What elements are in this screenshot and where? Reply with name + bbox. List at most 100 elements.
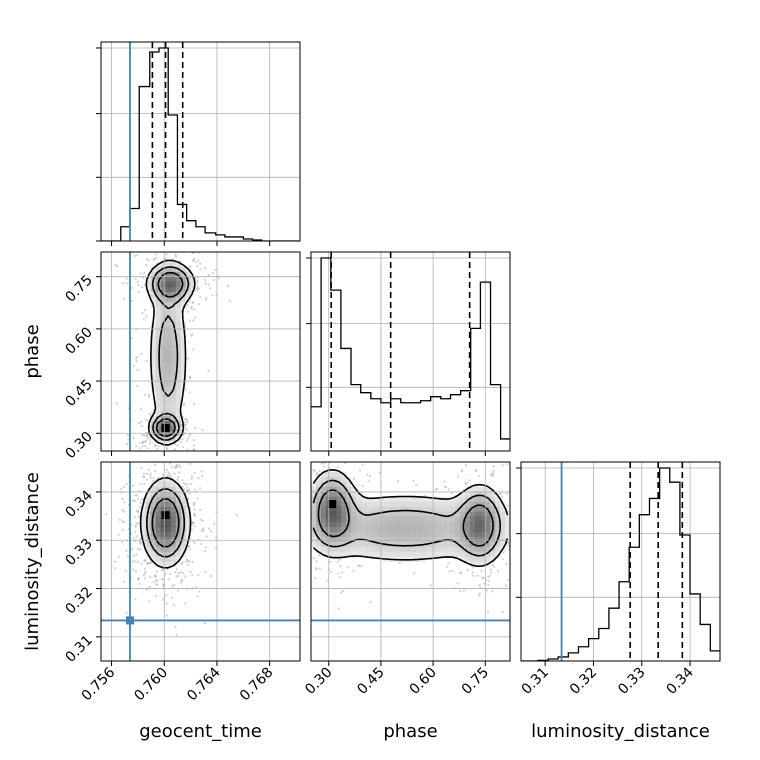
density-cell (440, 536, 446, 542)
sample-point (162, 598, 165, 601)
sample-point (139, 420, 142, 423)
sample-point (193, 488, 196, 491)
density-cell (155, 401, 162, 407)
density-cell (465, 526, 471, 533)
sample-point (141, 311, 144, 314)
density-cell (340, 486, 347, 493)
density-cell (175, 501, 181, 508)
density-cell (400, 526, 406, 533)
sample-point (300, 486, 302, 488)
sample-point (180, 562, 183, 566)
sample-point (294, 576, 296, 578)
sample-point (196, 264, 199, 267)
density-cell (350, 491, 357, 498)
density-cell (155, 426, 162, 432)
sample-point (306, 441, 308, 443)
sample-point (547, 518, 549, 520)
density-cell (155, 491, 162, 498)
density-cell (170, 316, 176, 323)
density-cell (465, 531, 471, 537)
density-cell (185, 521, 191, 528)
density-cell (425, 526, 431, 533)
x-tick-label: 0.30 (302, 665, 335, 698)
sample-point (334, 454, 336, 456)
density-cell (390, 496, 396, 503)
density-cell (490, 496, 496, 503)
density-cell (175, 346, 181, 352)
density-cell (165, 386, 172, 392)
sample-point (157, 476, 160, 479)
sample-point (315, 560, 318, 563)
density-cell (365, 541, 372, 547)
density-cell (435, 526, 441, 533)
density-cell (465, 511, 471, 518)
density-cell (140, 516, 147, 523)
density-cell (175, 291, 181, 298)
sample-point (176, 478, 179, 481)
sample-point (313, 469, 316, 472)
density-cell (385, 526, 391, 533)
sample-point (198, 287, 201, 290)
sample-point (186, 357, 189, 360)
sample-point (137, 577, 140, 580)
sample-point (185, 489, 189, 492)
sample-point (141, 441, 144, 444)
sample-point (466, 481, 470, 484)
sample-point (196, 285, 199, 288)
density-cell (175, 536, 181, 542)
density-cell (480, 486, 486, 493)
density-cell (340, 501, 347, 508)
density-cell (145, 501, 152, 508)
density-cell (370, 531, 377, 537)
density-cell (345, 551, 352, 557)
density-cell (490, 556, 496, 562)
density-cell (175, 261, 181, 268)
sample-point (209, 248, 211, 250)
density-cell (475, 551, 481, 557)
density-cell (311, 536, 317, 542)
sample-point (175, 255, 178, 258)
density-cell (480, 546, 486, 552)
sample-point (149, 576, 152, 579)
density-cell (150, 296, 157, 303)
density-cell (340, 511, 347, 518)
density-cell (495, 546, 501, 552)
density-cell (490, 501, 496, 508)
sample-point (456, 447, 458, 449)
sample-point (144, 618, 146, 620)
density-cell (170, 336, 176, 342)
density-cell (165, 531, 172, 537)
density-cell (190, 276, 196, 283)
density-cell (405, 511, 411, 518)
density-cell (445, 541, 451, 547)
density-cell (470, 536, 476, 542)
density-cell (170, 436, 176, 442)
density-cell (375, 546, 382, 552)
density-cell (440, 531, 446, 537)
density-cell (145, 491, 152, 498)
density-cell (380, 551, 386, 557)
sample-point (204, 282, 207, 285)
density-cell (165, 481, 172, 488)
sample-point (192, 448, 195, 451)
density-cell (460, 546, 466, 552)
sample-point (149, 442, 152, 445)
sample-point (305, 525, 307, 527)
density-cell (370, 551, 377, 557)
density-cell (500, 511, 506, 518)
sample-point (142, 440, 145, 443)
density-cell (390, 511, 396, 518)
density-cell (335, 541, 342, 547)
sample-point (434, 488, 437, 491)
sample-point (296, 585, 298, 587)
density-cell (170, 411, 176, 417)
sample-point (307, 496, 309, 498)
density-cell (175, 386, 181, 392)
sample-point (476, 574, 479, 577)
sample-point (184, 483, 187, 486)
sample-point (137, 284, 140, 287)
density-cell (440, 501, 446, 508)
density-cell (175, 326, 181, 332)
sample-point (183, 488, 186, 491)
density-cell (425, 551, 431, 557)
